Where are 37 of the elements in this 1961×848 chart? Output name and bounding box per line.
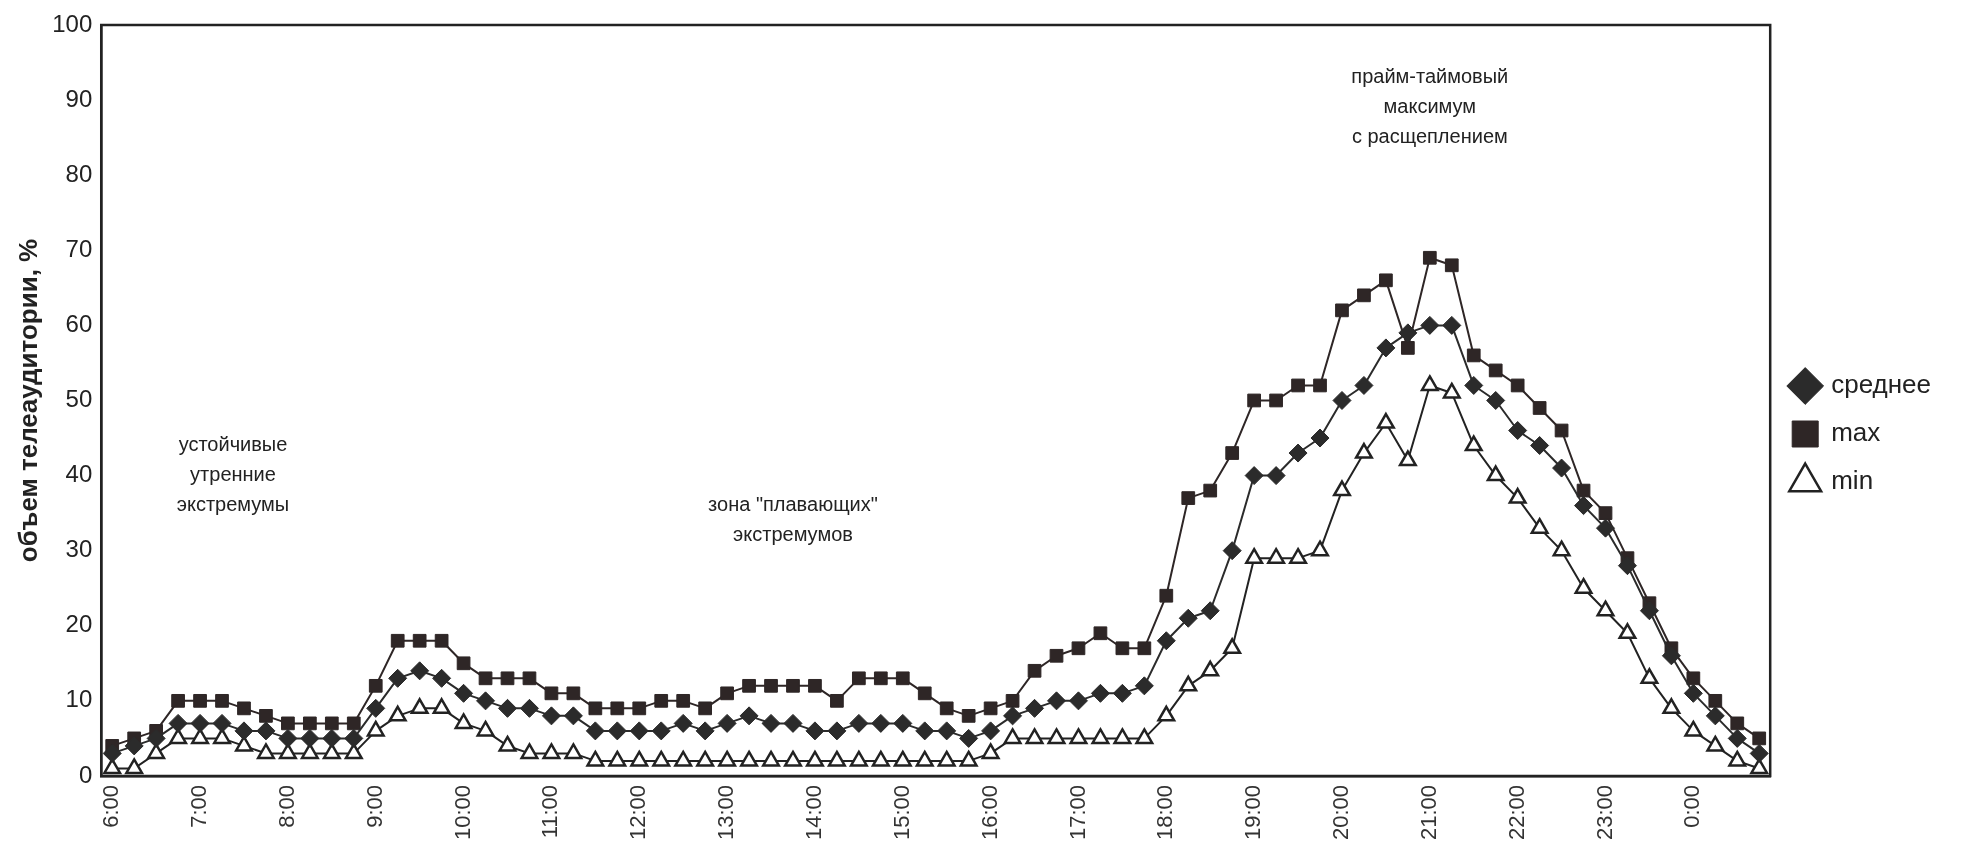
y-tick-label: 50 xyxy=(65,385,93,413)
x-tick-label: 9:00 xyxy=(361,784,387,828)
x-tick-label: 21:00 xyxy=(1415,784,1441,841)
y-tick-label: 0 xyxy=(78,760,93,788)
x-tick-label: 11:00 xyxy=(537,784,563,839)
y-tick-label: 10 xyxy=(65,685,93,713)
annotation: прайм-таймовый максимум с расщеплением xyxy=(1351,65,1509,148)
x-tick-label: 20:00 xyxy=(1328,784,1354,841)
x-tick-label: 19:00 xyxy=(1240,784,1266,841)
y-tick-label: 100 xyxy=(52,9,93,37)
x-tick-label: 23:00 xyxy=(1591,784,1617,841)
x-tick-label: 22:00 xyxy=(1503,784,1529,841)
y-tick-label: 20 xyxy=(65,610,93,638)
x-tick-label: 10:00 xyxy=(449,784,475,841)
y-tick-label: 80 xyxy=(65,159,93,187)
x-tick-label: 15:00 xyxy=(888,784,914,841)
annotation: зона "плавающих" экстремумов xyxy=(708,493,878,546)
y-tick-label: 70 xyxy=(65,234,93,262)
y-tick-label: 60 xyxy=(65,310,93,337)
x-tick-label: 13:00 xyxy=(713,784,739,841)
y-tick-label: 90 xyxy=(65,84,93,112)
x-tick-label: 8:00 xyxy=(273,784,299,828)
x-tick-label: 0:00 xyxy=(1679,784,1705,828)
legend-label: max xyxy=(1831,417,1881,448)
legend-label: среднее xyxy=(1831,369,1932,400)
x-tick-label: 18:00 xyxy=(1152,784,1178,841)
y-tick-label: 30 xyxy=(65,535,93,563)
x-tick-label: 12:00 xyxy=(625,784,651,841)
x-tick-label: 16:00 xyxy=(976,784,1002,841)
x-tick-label: 7:00 xyxy=(186,784,212,828)
legend-label: min xyxy=(1831,465,1874,496)
x-tick-label: 6:00 xyxy=(98,784,124,828)
x-tick-label: 14:00 xyxy=(801,784,827,841)
y-axis-title: объем телеаудитории, % xyxy=(12,238,43,563)
annotation: устойчивые утренние экстремумы xyxy=(176,433,290,516)
y-tick-label: 40 xyxy=(65,460,93,488)
x-tick-label: 17:00 xyxy=(1064,784,1090,841)
